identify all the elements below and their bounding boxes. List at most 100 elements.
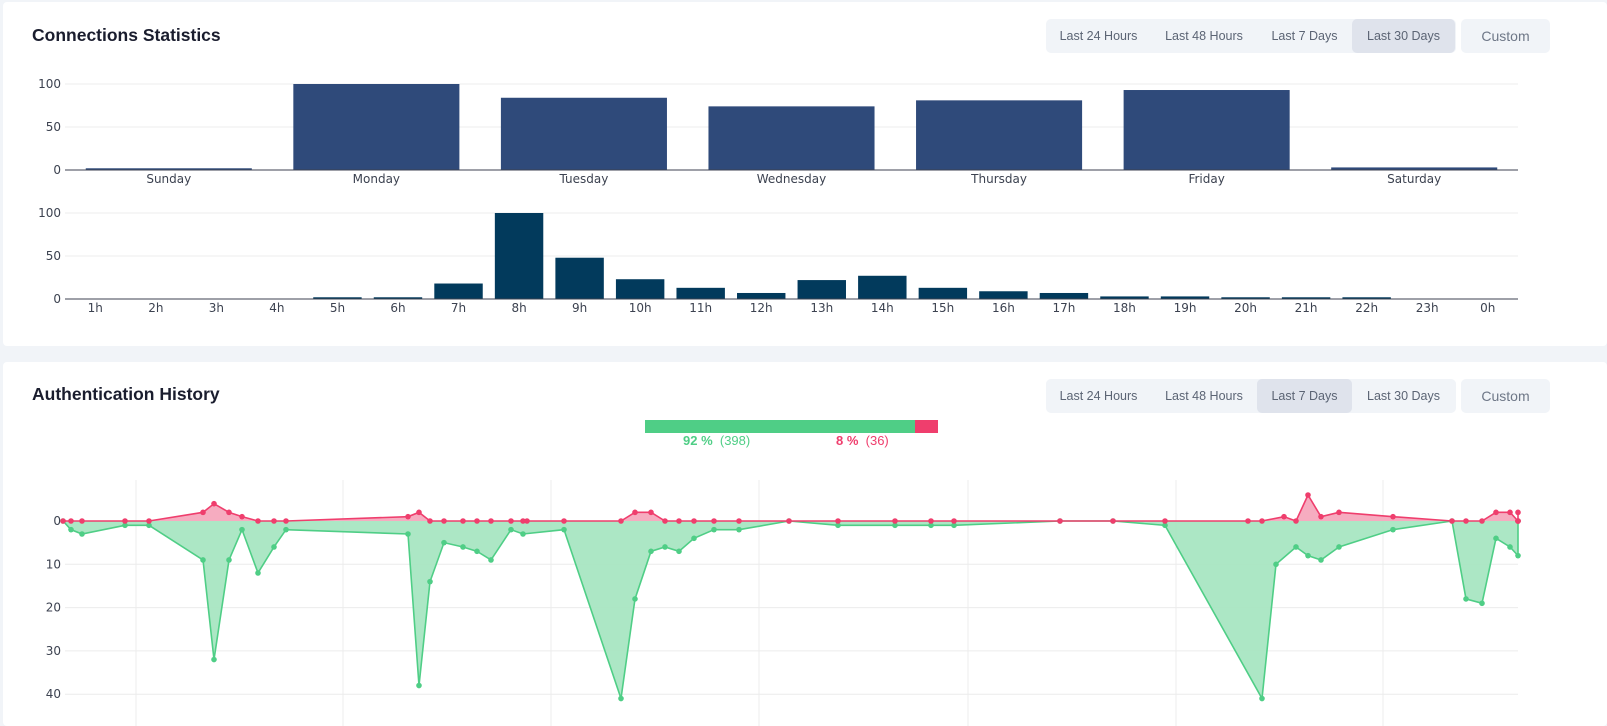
weekday-bar — [1331, 167, 1498, 170]
failure-point — [632, 509, 638, 516]
hour-x-tick-label: 3h — [209, 301, 224, 315]
success-point — [676, 548, 682, 555]
failure-stat: 8 % (36) — [836, 433, 889, 448]
hour-x-tick-label: 1h — [88, 301, 103, 315]
success-point — [1293, 544, 1299, 550]
failure-point — [226, 509, 232, 516]
auth-y-tick-label: 30 — [46, 644, 61, 658]
hour-bar — [494, 213, 544, 299]
hour-x-tick-label: 0h — [1480, 301, 1495, 315]
failure-point — [561, 518, 567, 524]
weekday-x-tick-label: Monday — [353, 172, 400, 186]
success-point — [1318, 557, 1324, 563]
success-stat: 92 % (398) — [683, 433, 750, 448]
hour-bar — [1342, 297, 1391, 299]
failure-point — [1245, 518, 1251, 524]
failure-point — [1110, 518, 1116, 524]
success-point — [618, 695, 624, 702]
hour-bar — [555, 257, 604, 299]
failure-point — [146, 518, 152, 524]
failure-point — [200, 509, 206, 516]
hour-x-tick-label: 2h — [148, 301, 163, 315]
hour-x-tick-label: 14h — [871, 301, 894, 315]
success-area — [63, 521, 1518, 699]
hour-bar — [858, 275, 907, 299]
auth-range-24h-button[interactable]: Last 24 Hours — [1059, 389, 1138, 403]
hour-bar — [676, 287, 725, 299]
auth-range-48h-button[interactable]: Last 48 Hours — [1165, 389, 1243, 403]
hour-x-tick-label: 6h — [390, 301, 405, 315]
hour-bar — [373, 297, 423, 299]
hour-bar — [313, 297, 362, 299]
failure-point — [520, 518, 526, 524]
failure-point — [1507, 509, 1513, 516]
success-point — [632, 596, 638, 602]
failure-point — [1336, 509, 1342, 516]
connections-custom-range-button[interactable]: Custom — [1461, 19, 1550, 53]
failure-point — [1515, 509, 1521, 516]
auth-range-30d-button[interactable]: Last 30 Days — [1367, 389, 1440, 403]
failure-point — [1390, 513, 1396, 520]
failure-point — [239, 513, 245, 520]
hourly-bar-chart: 0 50 100 1h 2h 3h 4h 5h 6h 7h 8h 9h 10h 11h 12h 13h 14h 1… — [38, 206, 1518, 315]
success-point — [1162, 522, 1168, 529]
connections-range-24h-button[interactable]: Last 24 Hours — [1059, 29, 1138, 43]
failure-point — [488, 518, 494, 524]
success-point — [1273, 561, 1279, 568]
weekday-bar — [500, 97, 667, 170]
failure-point — [618, 518, 624, 524]
success-point — [691, 535, 697, 542]
hour-x-tick-label: 12h — [750, 301, 773, 315]
failure-point — [711, 518, 717, 524]
failure-point — [892, 518, 898, 524]
success-failure-ratio-bar — [645, 420, 938, 433]
success-line — [62, 520, 1519, 702]
success-point — [68, 526, 74, 533]
weekday-x-tick-label: Wednesday — [757, 172, 826, 186]
success-point — [79, 531, 85, 537]
weekday-y-tick-label: 50 — [46, 120, 61, 134]
authentication-area-chart: 0 10 20 30 40 — [46, 480, 1521, 726]
weekday-y-tick-label: 0 — [53, 163, 61, 177]
hour-x-tick-label: 9h — [572, 301, 587, 315]
weekday-bar — [916, 100, 1083, 170]
success-point — [1305, 552, 1311, 559]
success-point — [239, 526, 245, 533]
auth-custom-range-button[interactable]: Custom — [1461, 379, 1550, 413]
connections-range-7d-button[interactable]: Last 7 Days — [1271, 29, 1338, 43]
hour-x-tick-label: 13h — [810, 301, 833, 315]
success-point — [405, 531, 411, 537]
success-point — [1493, 535, 1499, 542]
connections-range-30d-button[interactable]: Last 30 Days — [1352, 19, 1455, 53]
authentication-history-card: Authentication History Last 24 Hours Las… — [3, 362, 1607, 726]
auth-range-7d-button[interactable]: Last 7 Days — [1257, 379, 1352, 413]
failure-point — [283, 518, 289, 524]
success-percentage: 92 % — [683, 433, 713, 448]
failure-point — [1305, 492, 1311, 498]
hour-bar — [797, 280, 846, 299]
failure-point — [676, 518, 682, 524]
failure-point — [1493, 509, 1499, 516]
weekday-x-tick-label: Saturday — [1387, 172, 1441, 186]
weekday-x-tick-label: Tuesday — [559, 172, 609, 186]
success-point — [488, 557, 494, 563]
failure-point — [68, 518, 74, 524]
connections-range-48h-button[interactable]: Last 48 Hours — [1165, 29, 1243, 43]
hour-bar — [737, 292, 786, 299]
success-point — [122, 522, 128, 529]
weekday-x-tick-label: Friday — [1188, 172, 1224, 186]
success-point — [460, 544, 466, 550]
auth-y-tick-label: 10 — [46, 557, 61, 571]
failure-point — [648, 509, 654, 516]
failure-point — [427, 518, 433, 524]
success-point — [427, 578, 433, 585]
weekday-bar — [293, 84, 460, 170]
hour-x-tick-label: 16h — [992, 301, 1015, 315]
failure-point — [524, 518, 530, 524]
success-point — [211, 656, 217, 663]
hour-y-tick-label: 0 — [53, 292, 61, 306]
success-point — [283, 526, 289, 533]
connections-statistics-card: Connections Statistics Last 24 Hours Las… — [3, 2, 1607, 346]
success-point — [662, 544, 668, 550]
weekday-bar — [708, 106, 875, 170]
